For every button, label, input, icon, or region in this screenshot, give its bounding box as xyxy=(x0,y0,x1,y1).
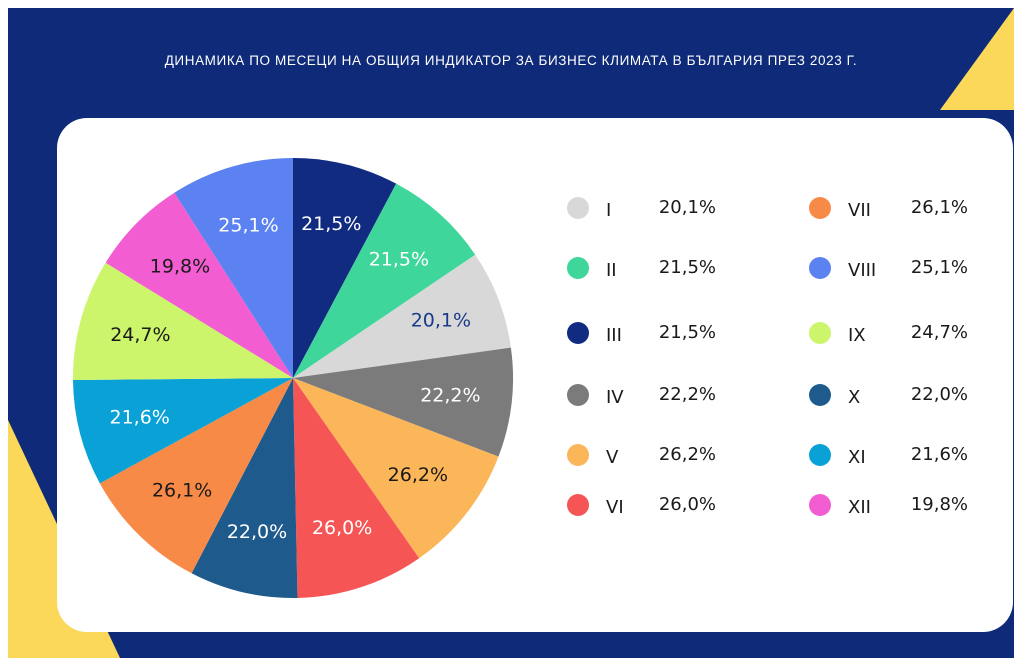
legend-swatch xyxy=(567,322,589,344)
legend-value: 22,2% xyxy=(659,384,716,405)
data-label: 26,2% xyxy=(388,464,448,486)
legend-name: VI xyxy=(606,497,624,518)
legend-value: 21,5% xyxy=(659,322,716,343)
legend-value: 25,1% xyxy=(911,257,968,278)
corner-deco xyxy=(940,8,1014,110)
legend-name: VIII xyxy=(848,260,876,281)
data-label: 21,6% xyxy=(110,406,170,428)
legend-swatch xyxy=(809,197,831,219)
legend-swatch xyxy=(809,322,831,344)
legend-swatch xyxy=(809,384,831,406)
legend-name: IV xyxy=(606,387,624,408)
pie-slice xyxy=(73,262,294,380)
data-label: 19,8% xyxy=(150,256,210,278)
data-label: 22,0% xyxy=(227,521,287,543)
legend-name: II xyxy=(606,260,617,281)
legend-swatch xyxy=(567,197,589,219)
legend-name: X xyxy=(848,387,860,408)
legend-swatch xyxy=(567,494,589,516)
pie-slice xyxy=(293,378,499,559)
pie-slice xyxy=(293,254,511,378)
legend-value: 21,6% xyxy=(911,444,968,465)
pie-slice xyxy=(293,183,476,378)
data-label: 21,5% xyxy=(301,213,361,235)
legend-value: 26,2% xyxy=(659,444,716,465)
legend-value: 24,7% xyxy=(911,322,968,343)
data-label: 24,7% xyxy=(110,324,170,346)
pie-slice xyxy=(293,158,397,378)
legend-name: XII xyxy=(848,497,871,518)
legend-swatch xyxy=(809,257,831,279)
legend-value: 26,0% xyxy=(659,494,716,515)
pie-slice xyxy=(174,158,293,378)
legend-value: 19,8% xyxy=(911,494,968,515)
legend-swatch xyxy=(567,257,589,279)
legend-swatch xyxy=(809,444,831,466)
pie-slice xyxy=(293,378,420,598)
data-label: 20,1% xyxy=(411,310,471,332)
legend-value: 20,1% xyxy=(659,197,716,218)
data-label: 26,1% xyxy=(152,480,212,502)
legend-swatch xyxy=(567,384,589,406)
pie-slice xyxy=(99,378,293,574)
legend-name: IX xyxy=(848,325,866,346)
legend-value: 26,1% xyxy=(911,197,968,218)
data-label: 26,0% xyxy=(312,517,372,539)
pie: 21,5% 21,5% 20,1% 22,2% 26,2% 26,0% 22,0% 26,1%… xyxy=(73,158,513,599)
pie-slice xyxy=(191,378,298,599)
legend-name: VII xyxy=(848,200,871,221)
legend-name: I xyxy=(606,200,611,221)
legend-name: III xyxy=(606,325,622,346)
legend: III 21,5% II 21,5% I 20,1% IV 22,2% V 26,2% VI 26,0… xyxy=(567,197,968,518)
pie-slice xyxy=(73,378,294,484)
legend-swatch xyxy=(567,444,589,466)
data-label: 21,5% xyxy=(369,249,429,271)
legend-name: V xyxy=(606,447,619,468)
data-label: 22,2% xyxy=(420,384,480,406)
chart-title: ДИНАМИКА ПО МЕСЕЦИ НА ОБЩИЯ ИНДИКАТОР ЗА… xyxy=(164,53,858,68)
legend-swatch xyxy=(809,494,831,516)
legend-value: 22,0% xyxy=(911,384,968,405)
data-label: 25,1% xyxy=(218,214,278,236)
legend-name: XI xyxy=(848,447,866,468)
legend-value: 21,5% xyxy=(659,257,716,278)
pie-slice xyxy=(293,347,513,457)
pie-slice xyxy=(105,192,293,378)
